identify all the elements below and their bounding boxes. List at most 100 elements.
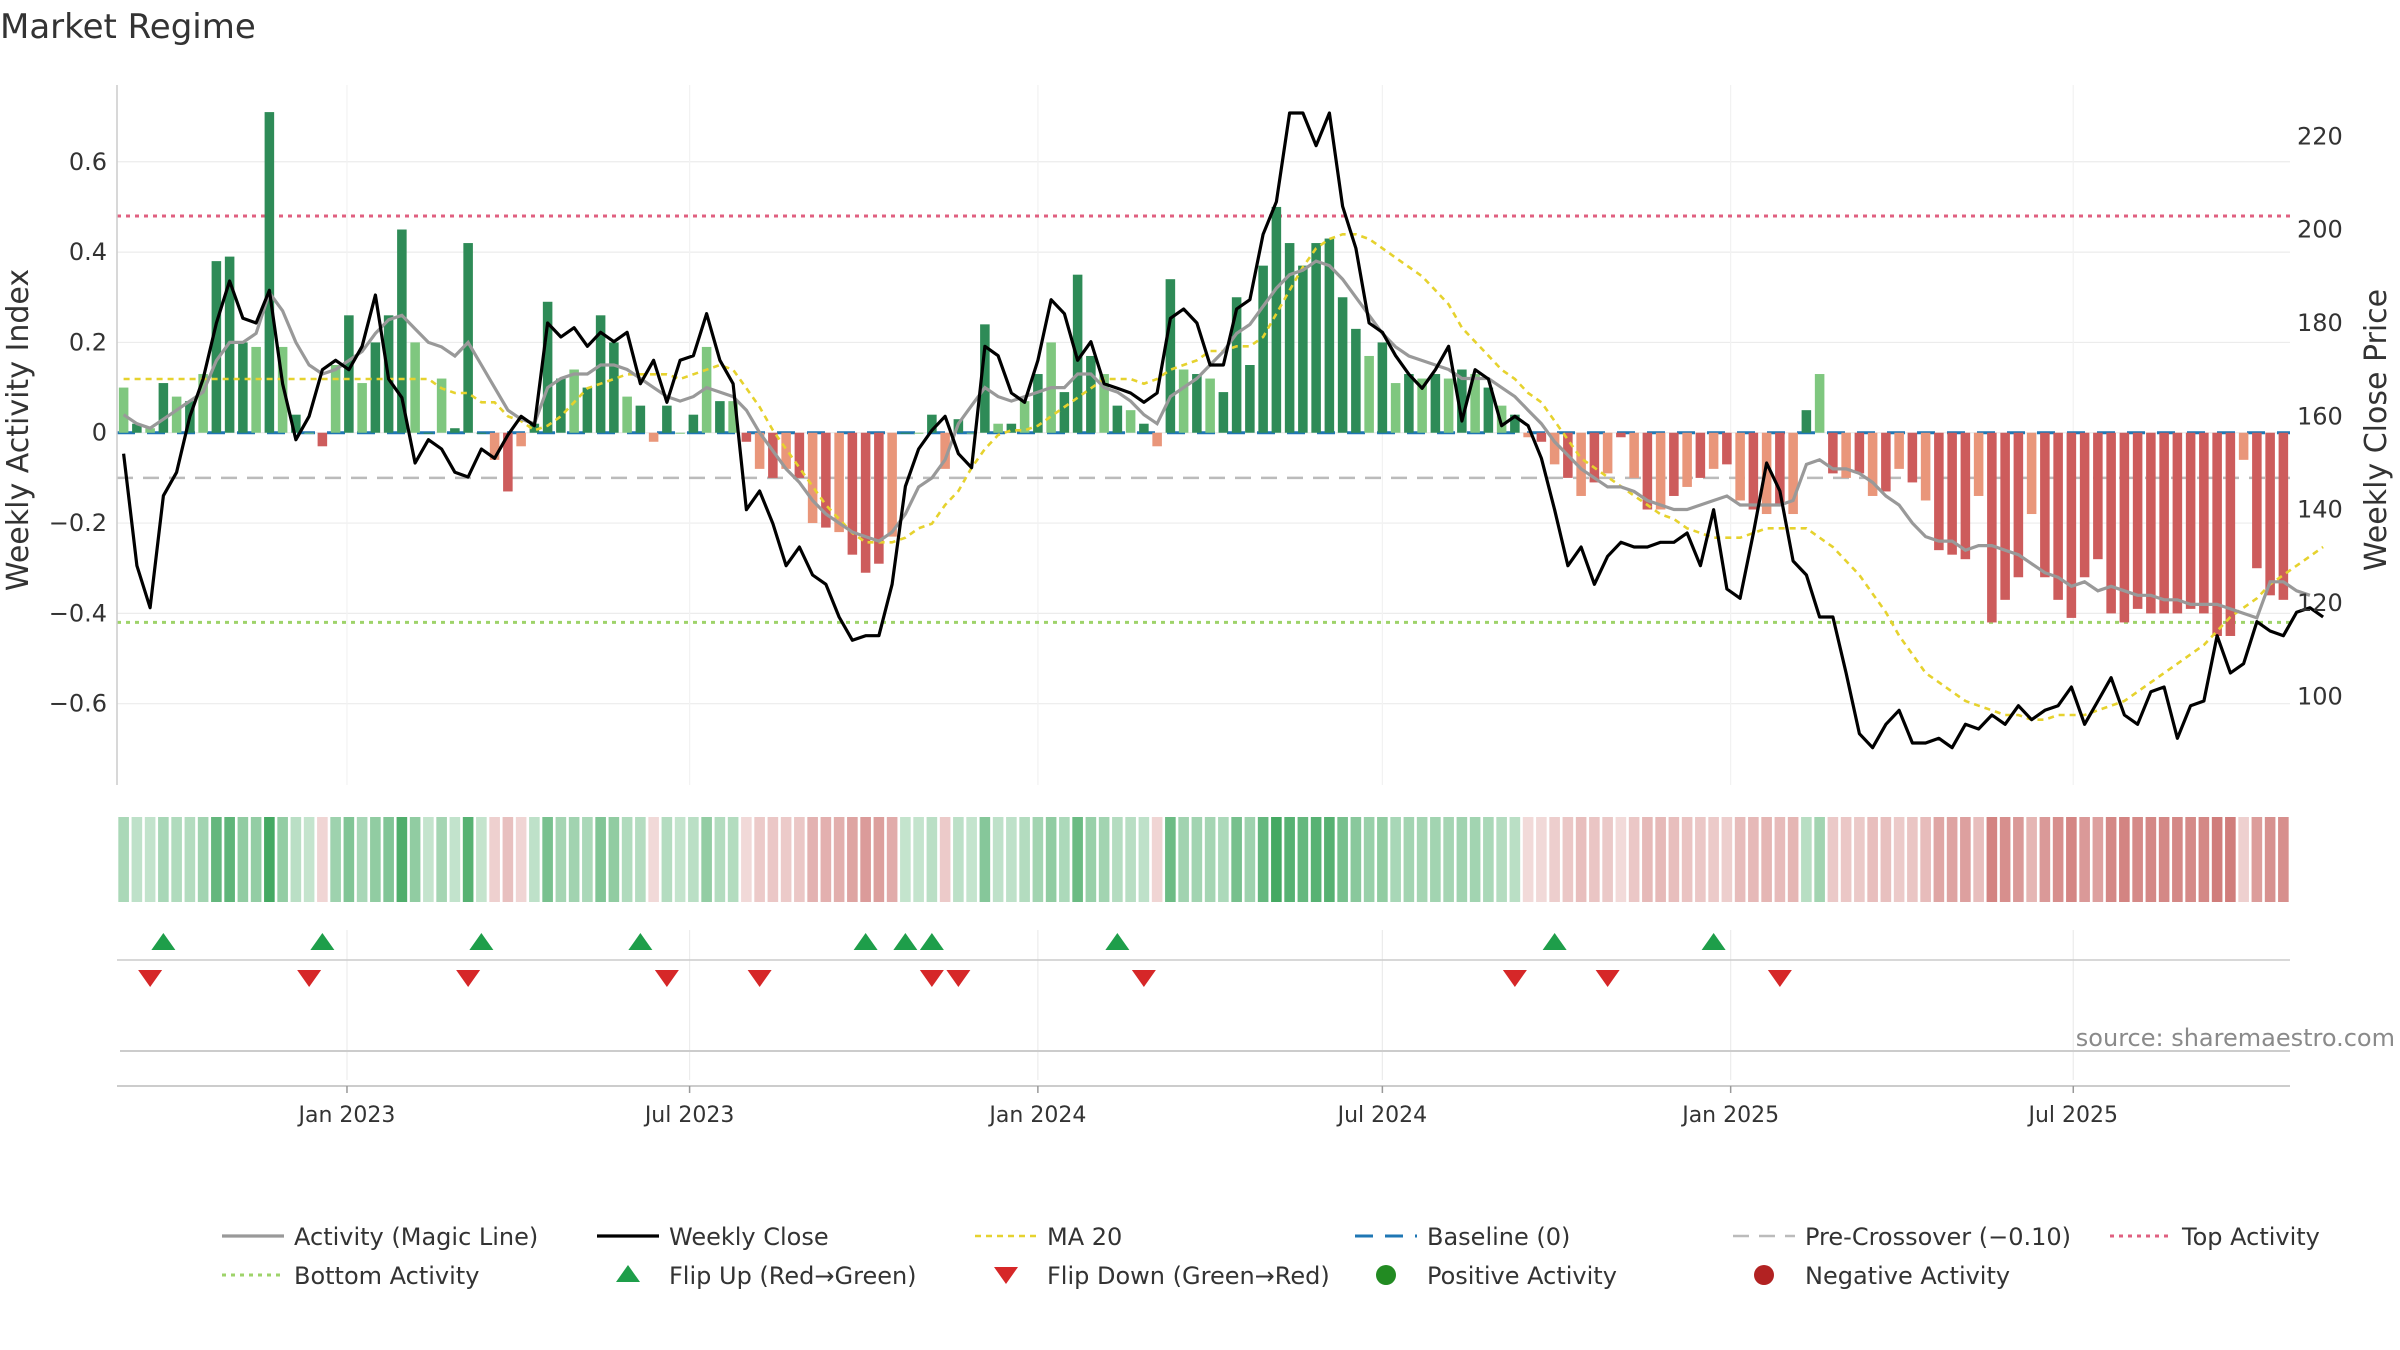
legend-item: Pre-Crossover (−0.10) — [1733, 1223, 2071, 1251]
chart-title: Market Regime — [0, 7, 256, 47]
regime-cell — [529, 817, 540, 902]
activity-bar — [1311, 243, 1321, 433]
activity-bar — [781, 432, 791, 469]
regime-cell — [1973, 817, 1984, 902]
activity-bar — [1443, 378, 1454, 433]
regime-cell — [714, 817, 726, 902]
regime-cell — [741, 817, 752, 902]
regime-cell — [2264, 817, 2276, 902]
activity-bar — [860, 432, 871, 573]
regime-cell — [1734, 817, 1746, 902]
legend-label: MA 20 — [1047, 1223, 1122, 1251]
regime-cell — [1059, 817, 1070, 902]
activity-bar — [2159, 432, 2169, 614]
regime-cell — [1814, 817, 1825, 902]
regime-cell — [1840, 817, 1852, 902]
activity-bar — [1934, 432, 1944, 551]
legend-label: Bottom Activity — [294, 1262, 479, 1290]
activity-bar — [728, 401, 738, 433]
x-tick-label: Jan 2025 — [1680, 1103, 1779, 1128]
regime-cell — [515, 817, 527, 902]
activity-bar — [688, 414, 699, 433]
activity-bar — [2278, 432, 2289, 600]
flip-down-marker — [654, 970, 679, 987]
regime-cell — [820, 817, 832, 902]
regime-cell — [2158, 817, 2170, 902]
activity-bar — [1019, 401, 1030, 433]
regime-cell — [1986, 817, 1998, 902]
regime-cell — [1827, 817, 1839, 902]
regime-cell — [224, 817, 235, 902]
legend-swatch-negative-activity — [1754, 1265, 1774, 1285]
activity-bar — [1907, 432, 1918, 483]
legend-label: Top Activity — [2181, 1223, 2320, 1251]
regime-cell — [2172, 817, 2183, 902]
activity-bar — [2238, 432, 2249, 460]
regime-cell — [1721, 817, 1733, 902]
activity-bar — [1152, 432, 1162, 447]
activity-bar — [1748, 432, 1759, 510]
regime-cell — [886, 817, 898, 902]
activity-bar — [1231, 297, 1242, 433]
flip-up-marker — [469, 933, 494, 950]
regime-cell — [555, 817, 567, 902]
regime-cell — [1350, 817, 1362, 902]
regime-cell — [2013, 817, 2024, 902]
activity-bar — [463, 243, 473, 433]
activity-bar — [1801, 410, 1812, 433]
activity-bar — [476, 432, 487, 434]
activity-bars — [118, 112, 2289, 636]
activity-bar — [1258, 265, 1268, 433]
flip-down-marker — [1595, 970, 1620, 987]
legend-item: Flip Up (Red→Green) — [616, 1262, 917, 1290]
regime-cell — [1748, 817, 1759, 902]
y-tick-label-right: 120 — [2297, 589, 2343, 617]
y-tick-label-left: −0.4 — [49, 599, 107, 627]
regime-cell — [1681, 817, 1693, 902]
activity-bar — [1457, 369, 1467, 433]
flip-up-marker — [893, 933, 918, 950]
activity-bar — [1059, 392, 1070, 433]
activity-bar — [2106, 432, 2116, 614]
activity-bar — [1814, 374, 1825, 433]
flip-up-marker — [1542, 933, 1567, 950]
regime-cell — [608, 817, 620, 902]
activity-bar — [1629, 432, 1639, 478]
regime-cell — [780, 817, 792, 902]
activity-bar — [1669, 432, 1679, 496]
activity-bar — [2000, 432, 2010, 600]
x-tick-label: Jul 2023 — [643, 1103, 735, 1128]
activity-bar — [1589, 432, 1600, 483]
regime-cell — [939, 817, 951, 902]
activity-bar — [1682, 432, 1692, 487]
regime-cell — [131, 817, 143, 902]
activity-bar — [542, 301, 553, 433]
regime-cell — [2119, 817, 2130, 902]
regime-cell — [1589, 817, 1600, 902]
regime-cell — [860, 817, 871, 902]
regime-cell — [383, 817, 394, 902]
regime-cell — [953, 817, 964, 902]
regime-cell — [2145, 817, 2157, 902]
activity-bar — [1788, 432, 1798, 515]
activity-bar — [317, 432, 328, 447]
regime-cell — [926, 817, 938, 902]
legend: Activity (Magic Line) Weekly Close MA 20 Ba… — [222, 1223, 2320, 1290]
regime-cell — [1403, 817, 1415, 902]
regime-cell — [1257, 817, 1269, 902]
regime-cell — [635, 817, 646, 902]
regime-cell — [118, 817, 129, 902]
activity-bar — [251, 346, 261, 433]
activity-bar — [503, 432, 513, 492]
y-tick-label-left: 0.6 — [69, 148, 107, 176]
activity-bar — [1775, 432, 1785, 505]
regime-cell — [794, 817, 805, 902]
activity-bar — [1722, 432, 1732, 465]
y-tick-label-right: 100 — [2297, 682, 2343, 710]
regime-cell — [290, 817, 302, 902]
flip-up-marker — [1701, 933, 1726, 950]
regime-cell — [1244, 817, 1256, 902]
activity-bar — [132, 423, 142, 433]
legend-item: Baseline (0) — [1355, 1223, 1570, 1251]
activity-bar — [1642, 432, 1653, 510]
